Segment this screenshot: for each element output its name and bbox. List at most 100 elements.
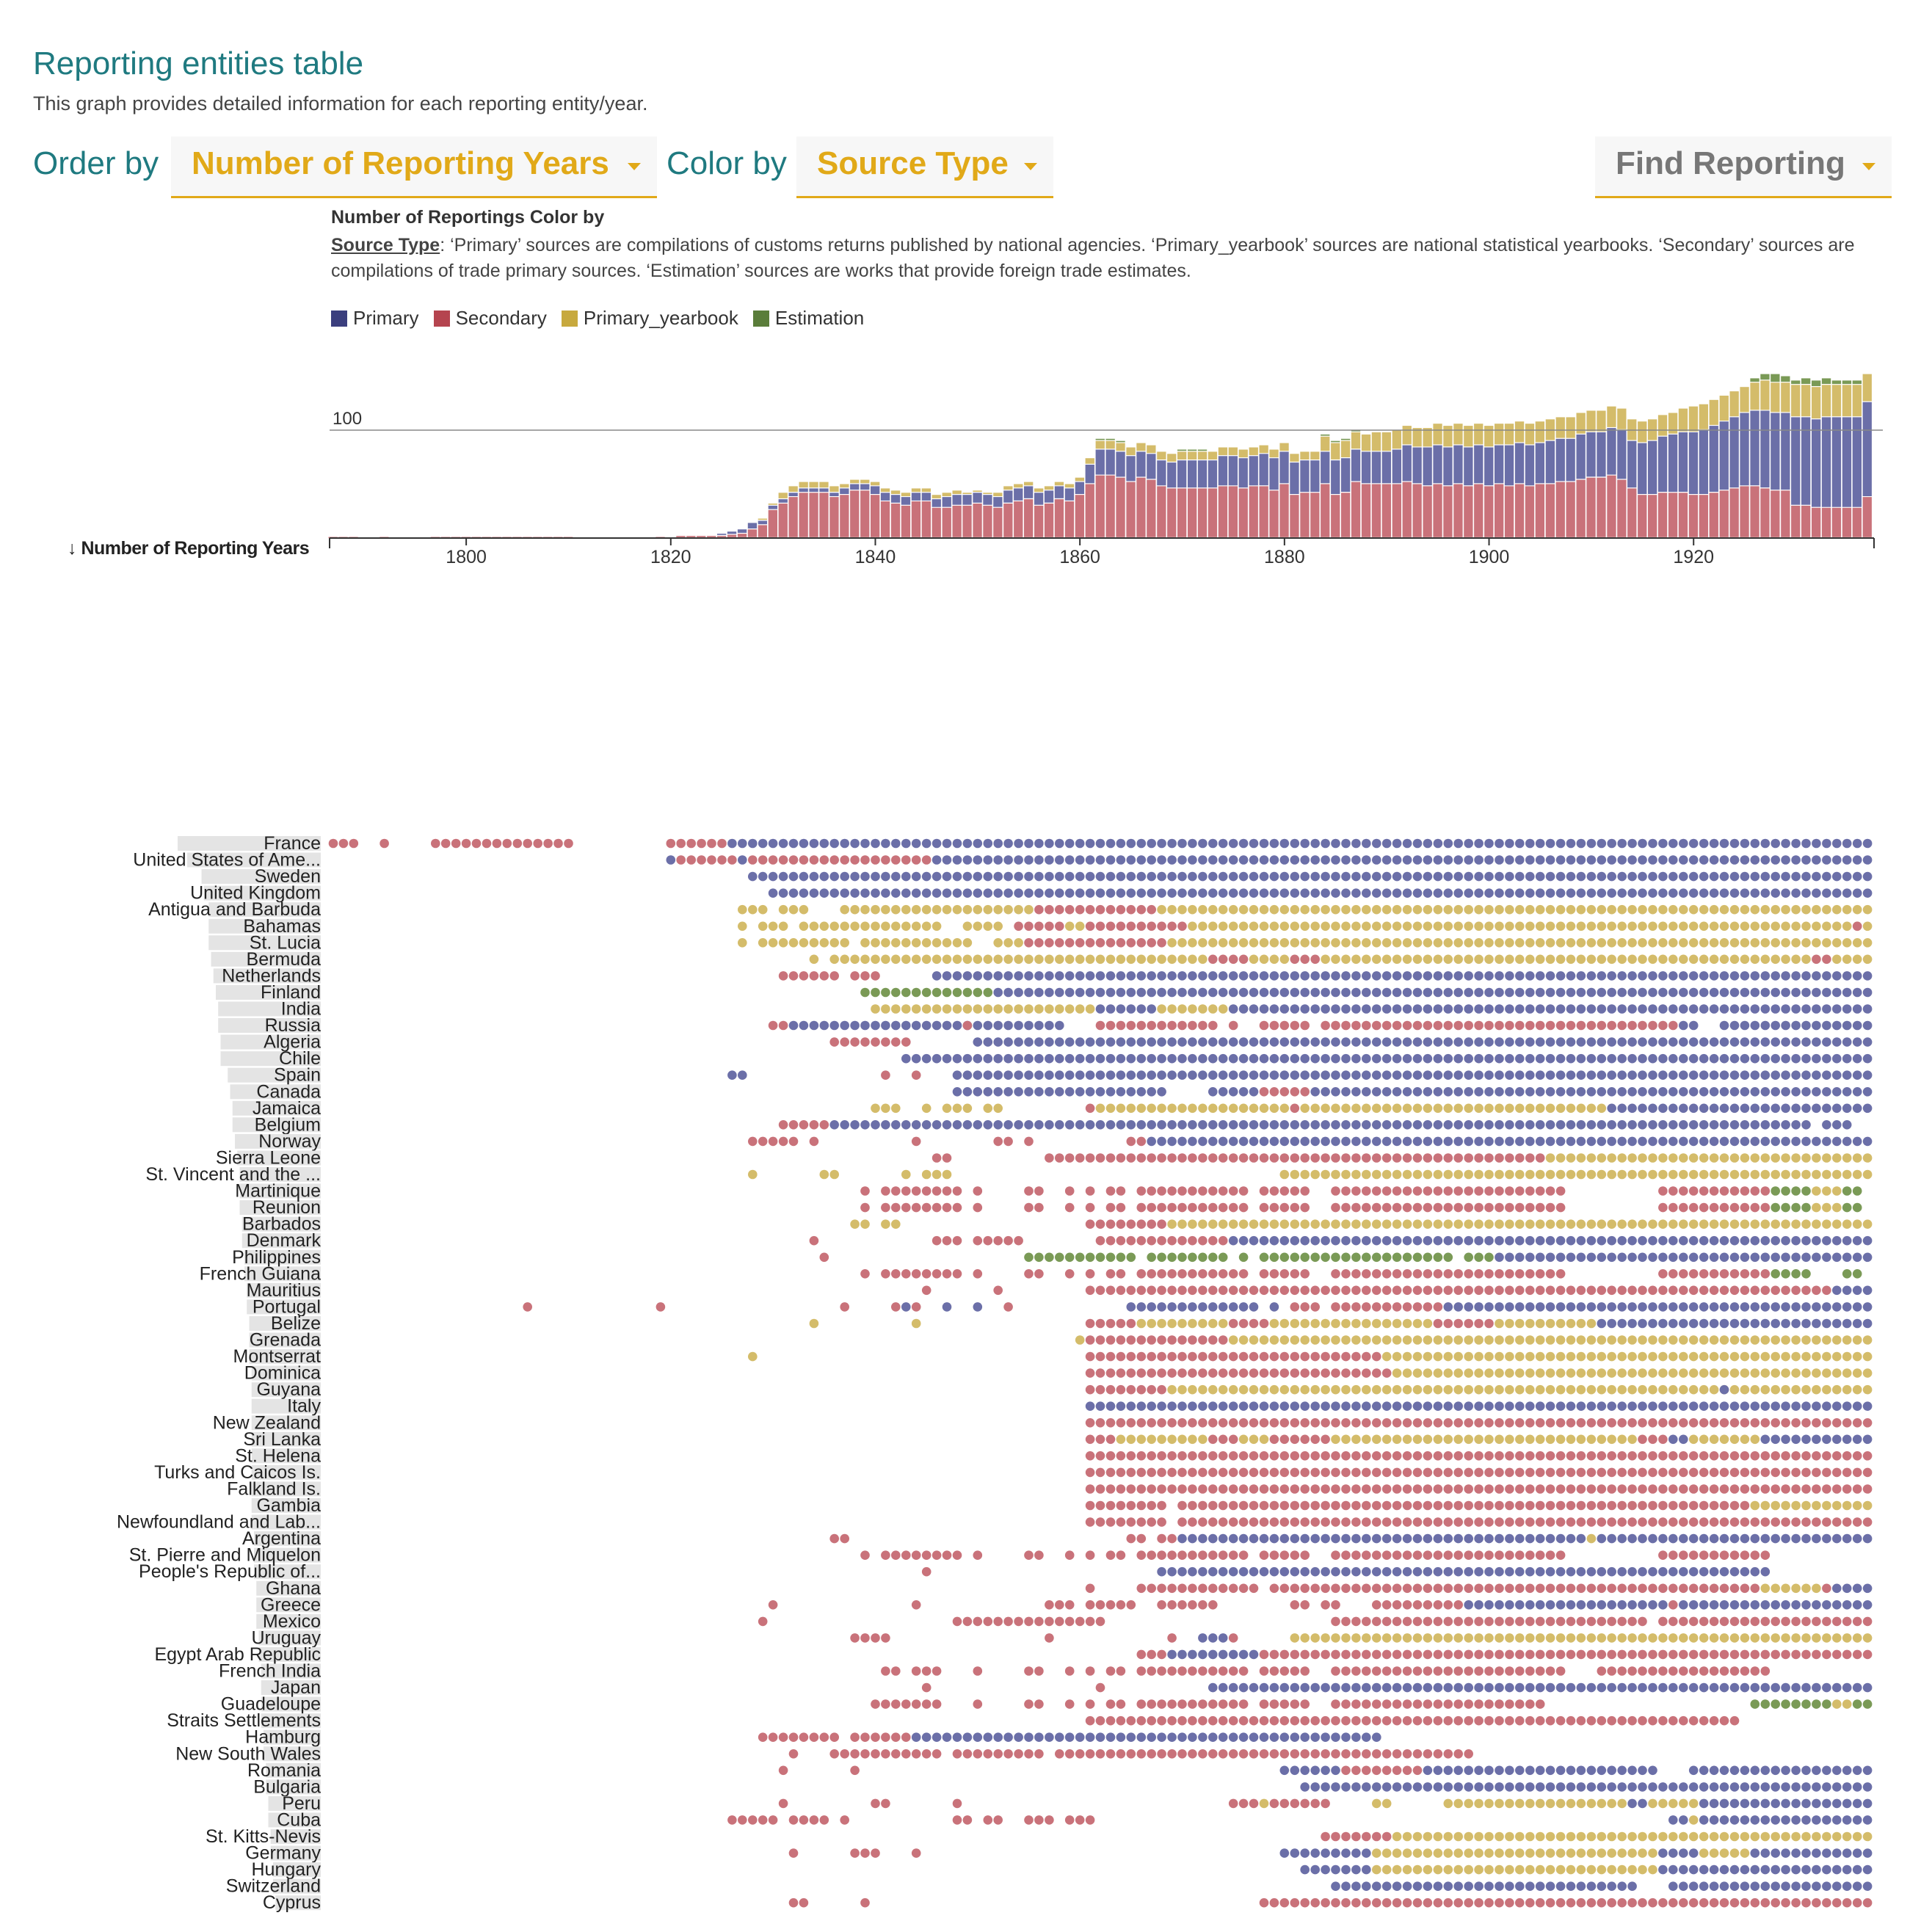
bar-primary_yearbook-1861: [1085, 458, 1094, 464]
entity-label[interactable]: Italy: [287, 1396, 321, 1417]
reporting-dot: [1597, 954, 1607, 965]
entity-label[interactable]: Grenada: [250, 1330, 321, 1351]
reporting-dot: [1771, 855, 1780, 865]
reporting-dot: [1740, 954, 1750, 965]
reporting-dot: [1105, 1550, 1116, 1560]
entity-label[interactable]: India: [281, 999, 321, 1020]
bar-primary-1887: [1351, 449, 1361, 482]
reporting-dot: [788, 855, 799, 865]
reporting-dot: [1259, 971, 1269, 981]
entity-label[interactable]: Guyana: [256, 1379, 321, 1400]
legend-item-primary[interactable]: Primary: [331, 307, 419, 330]
entity-label[interactable]: Philippines: [232, 1247, 321, 1268]
legend-item-secondary[interactable]: Secondary: [433, 307, 547, 330]
entity-label[interactable]: Norway: [258, 1131, 321, 1152]
reporting-dot: [1627, 1451, 1637, 1461]
reporting-dot: [1116, 1053, 1126, 1064]
entity-label[interactable]: Russia: [265, 1015, 322, 1036]
entity-label[interactable]: Dominica: [244, 1363, 321, 1384]
reporting-dot: [1597, 1467, 1607, 1478]
entity-label[interactable]: Finland: [261, 982, 321, 1003]
entity-label[interactable]: Denmark: [247, 1230, 322, 1251]
reporting-dot: [1791, 1351, 1801, 1362]
entity-label[interactable]: Sierra Leone: [216, 1148, 321, 1169]
legend-item-estimation[interactable]: Estimation: [752, 307, 864, 330]
entity-label[interactable]: Uruguay: [252, 1627, 322, 1648]
reporting-dot: [1381, 1451, 1392, 1461]
entity-label[interactable]: Guadeloupe: [221, 1694, 321, 1715]
entity-label[interactable]: Mauritius: [247, 1280, 321, 1301]
reporting-dot: [1832, 1004, 1842, 1014]
entity-label[interactable]: French Guiana: [200, 1263, 321, 1284]
entity-label[interactable]: St. Helena: [235, 1445, 321, 1466]
entity-label[interactable]: Chile: [279, 1048, 321, 1069]
entity-label[interactable]: Newfoundland and Lab...: [117, 1512, 321, 1533]
entity-label[interactable]: Greece: [261, 1594, 321, 1615]
reporting-dot: [1801, 1500, 1811, 1511]
reporting-dot: [1372, 1070, 1381, 1080]
legend-item-primary-yearbook[interactable]: Primary_yearbook: [561, 307, 738, 330]
bar-primary-1851: [983, 495, 992, 505]
entity-label[interactable]: Turks and Caicos Is.: [154, 1462, 321, 1483]
reporting-dot: [1515, 938, 1525, 948]
entity-label[interactable]: Algeria: [264, 1032, 321, 1053]
reporting-dot: [1331, 971, 1340, 981]
color-by-select[interactable]: Source Type: [796, 137, 1053, 198]
reporting-dot: [1045, 1070, 1054, 1080]
entity-label[interactable]: Martinique: [235, 1181, 321, 1202]
entity-label[interactable]: Sri Lanka: [243, 1429, 321, 1450]
entity-label[interactable]: Sweden: [255, 866, 321, 887]
entity-label[interactable]: Barbados: [242, 1214, 321, 1235]
bar-primary_yearbook-1857: [1044, 486, 1054, 490]
entity-bar: [216, 985, 321, 1000]
entity-label[interactable]: Jamaica: [253, 1098, 321, 1119]
entity-label[interactable]: Argentina: [242, 1528, 321, 1549]
reporting-dot: [1105, 1235, 1116, 1246]
entity-label[interactable]: Mexico: [263, 1611, 321, 1632]
entity-label[interactable]: Gambia: [256, 1495, 321, 1516]
entity-label[interactable]: Montserrat: [233, 1346, 322, 1367]
entity-label[interactable]: Japan: [271, 1677, 321, 1698]
entity-label[interactable]: Bermuda: [247, 949, 322, 970]
reporting-dot: [1279, 838, 1290, 849]
entity-label[interactable]: Belize: [271, 1313, 321, 1334]
entity-label[interactable]: Portugal: [253, 1296, 321, 1317]
entity-label[interactable]: Spain: [274, 1065, 321, 1086]
entity-label[interactable]: France: [264, 833, 321, 854]
entity-label[interactable]: Egypt Arab Republic: [154, 1644, 321, 1665]
reporting-dot: [1515, 1087, 1525, 1097]
entity-label[interactable]: Antigua and Barbuda: [148, 899, 321, 920]
reporting-dot: [1597, 1566, 1607, 1577]
entity-label[interactable]: People's Republic of...: [139, 1561, 321, 1582]
reporting-dot: [1228, 1649, 1238, 1660]
reporting-dot: [1638, 1633, 1647, 1643]
reporting-dot: [1525, 1120, 1535, 1130]
entity-label[interactable]: Belgium: [255, 1114, 321, 1135]
entity-label[interactable]: Canada: [256, 1081, 321, 1102]
reporting-dot: [1331, 987, 1340, 998]
reporting-dot: [881, 1020, 890, 1031]
entity-label[interactable]: St. Vincent and the ...: [145, 1164, 321, 1185]
reporting-dot: [1433, 1418, 1443, 1428]
entity-label[interactable]: Reunion: [253, 1197, 321, 1218]
reporting-dot: [1177, 1136, 1187, 1147]
entity-label[interactable]: Ghana: [266, 1578, 321, 1599]
reporting-dot: [1699, 1649, 1709, 1660]
reporting-dot: [1771, 1219, 1780, 1229]
find-reporting-select[interactable]: Find Reporting: [1595, 137, 1892, 198]
entity-label[interactable]: St. Lucia: [250, 932, 321, 953]
entity-label[interactable]: New Zealand: [213, 1412, 321, 1433]
reporting-dot: [1688, 1633, 1699, 1643]
entity-label[interactable]: St. Pierre and Miquelon: [129, 1545, 321, 1566]
entity-label[interactable]: United Kingdom: [190, 883, 321, 904]
reporting-dot: [1495, 1169, 1504, 1180]
entity-bar: [256, 1580, 322, 1596]
entity-label[interactable]: French India: [219, 1661, 321, 1682]
entity-label[interactable]: United States of Ame...: [133, 850, 321, 871]
sort-order-label[interactable]: ↓ Number of Reporting Years: [68, 538, 310, 559]
entity-label[interactable]: Falkland Is.: [227, 1479, 321, 1500]
entity-label[interactable]: Netherlands: [222, 965, 321, 986]
order-by-select[interactable]: Number of Reporting Years: [171, 137, 657, 198]
reporting-dot: [1331, 1600, 1340, 1610]
entity-label[interactable]: Bahamas: [243, 916, 321, 937]
